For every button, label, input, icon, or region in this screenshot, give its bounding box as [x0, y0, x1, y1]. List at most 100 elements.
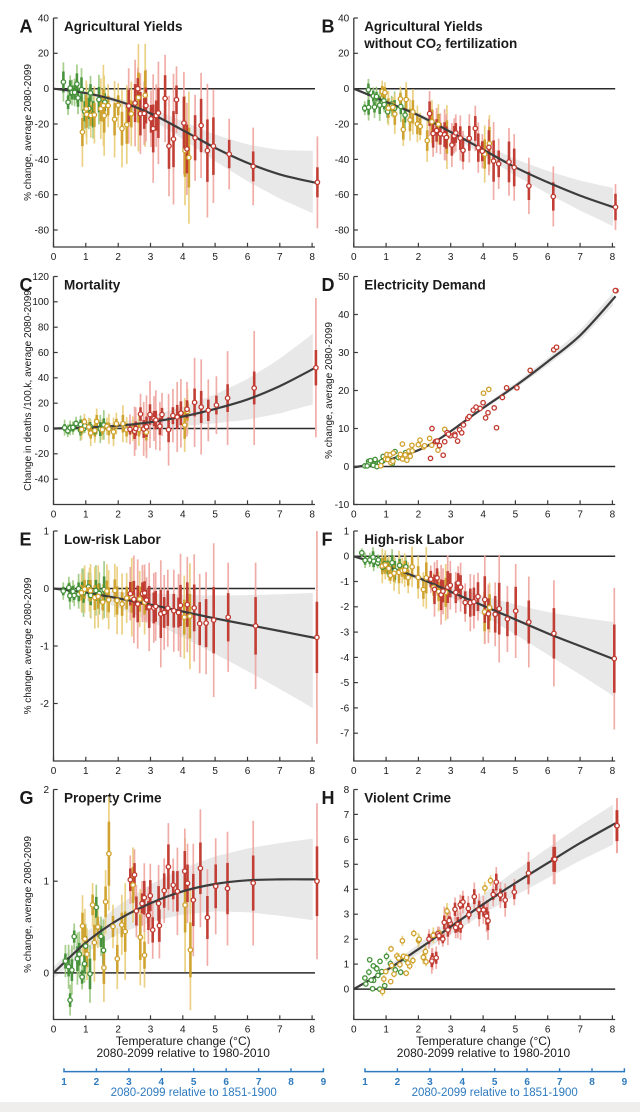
svg-text:20: 20 — [338, 386, 350, 397]
svg-text:A: A — [20, 17, 33, 37]
svg-text:5: 5 — [513, 252, 519, 263]
svg-text:Temperature change (°C): Temperature change (°C) — [116, 1034, 251, 1048]
svg-text:% change, average 2080-2099: % change, average 2080-2099 — [23, 836, 34, 973]
svg-text:100: 100 — [32, 297, 49, 308]
svg-text:6: 6 — [524, 1077, 530, 1088]
svg-text:-40: -40 — [335, 155, 350, 166]
svg-text:4: 4 — [460, 1077, 466, 1088]
svg-text:2: 2 — [115, 766, 121, 777]
svg-text:3: 3 — [448, 509, 454, 520]
svg-text:8: 8 — [344, 785, 350, 796]
svg-text:5: 5 — [513, 509, 519, 520]
svg-text:8: 8 — [589, 1077, 595, 1088]
svg-text:6: 6 — [545, 1024, 551, 1035]
svg-text:Agricultural Yields: Agricultural Yields — [364, 19, 483, 34]
svg-text:0: 0 — [51, 766, 57, 777]
svg-text:2: 2 — [94, 1077, 100, 1088]
svg-text:1: 1 — [383, 766, 389, 777]
svg-text:0: 0 — [344, 552, 350, 563]
svg-text:5: 5 — [212, 1024, 218, 1035]
svg-text:-6: -6 — [340, 703, 349, 714]
svg-text:20: 20 — [38, 49, 50, 60]
svg-text:-1: -1 — [40, 641, 49, 652]
svg-text:6: 6 — [344, 835, 350, 846]
svg-text:3: 3 — [148, 252, 154, 263]
svg-text:0: 0 — [351, 1024, 357, 1035]
svg-text:-3: -3 — [340, 628, 349, 639]
svg-text:8: 8 — [610, 1024, 616, 1035]
svg-text:E: E — [20, 530, 32, 550]
svg-text:4: 4 — [159, 1077, 165, 1088]
svg-text:4: 4 — [180, 509, 186, 520]
svg-text:6: 6 — [245, 252, 251, 263]
svg-text:7: 7 — [577, 252, 583, 263]
svg-text:0: 0 — [43, 584, 49, 595]
svg-text:8: 8 — [288, 1077, 294, 1088]
svg-text:40: 40 — [38, 13, 50, 24]
svg-text:2: 2 — [115, 1024, 121, 1035]
svg-text:3: 3 — [344, 910, 350, 921]
svg-text:20: 20 — [38, 399, 50, 410]
svg-text:-80: -80 — [335, 225, 350, 236]
svg-text:F: F — [322, 530, 333, 550]
svg-text:7: 7 — [577, 1024, 583, 1035]
svg-text:5: 5 — [212, 766, 218, 777]
svg-text:7: 7 — [557, 1077, 563, 1088]
svg-text:-2: -2 — [40, 699, 49, 710]
svg-text:5: 5 — [212, 509, 218, 520]
svg-text:B: B — [322, 17, 335, 37]
svg-text:G: G — [20, 788, 34, 808]
svg-text:10: 10 — [338, 424, 350, 435]
svg-text:2080-2099 relative to 1980-201: 2080-2099 relative to 1980-2010 — [96, 1046, 270, 1060]
svg-text:7: 7 — [577, 766, 583, 777]
svg-text:Temperature change (°C): Temperature change (°C) — [416, 1034, 551, 1048]
svg-text:1: 1 — [83, 1024, 89, 1035]
svg-text:5: 5 — [492, 1077, 498, 1088]
svg-text:0: 0 — [51, 252, 57, 263]
svg-text:2: 2 — [416, 1024, 422, 1035]
svg-text:1: 1 — [43, 526, 49, 537]
svg-text:30: 30 — [338, 348, 350, 359]
svg-text:0: 0 — [344, 462, 350, 473]
svg-text:3: 3 — [126, 1077, 132, 1088]
svg-text:8: 8 — [610, 252, 616, 263]
svg-text:4: 4 — [480, 252, 486, 263]
svg-text:1: 1 — [383, 509, 389, 520]
svg-text:5: 5 — [513, 1024, 519, 1035]
svg-text:7: 7 — [277, 509, 283, 520]
svg-text:1: 1 — [61, 1077, 67, 1088]
svg-text:3: 3 — [427, 1077, 433, 1088]
svg-text:4: 4 — [344, 885, 350, 896]
svg-text:-5: -5 — [340, 678, 349, 689]
svg-text:7: 7 — [256, 1077, 262, 1088]
svg-text:3: 3 — [148, 766, 154, 777]
svg-text:5: 5 — [344, 860, 350, 871]
svg-text:without CO2 fertilization: without CO2 fertilization — [363, 36, 517, 54]
svg-text:% change, average 2080-2099: % change, average 2080-2099 — [23, 577, 34, 714]
svg-text:-40: -40 — [35, 155, 50, 166]
svg-text:Mortality: Mortality — [64, 278, 121, 293]
svg-text:4: 4 — [180, 766, 186, 777]
svg-text:% change, average 2080-2099: % change, average 2080-2099 — [23, 64, 34, 201]
svg-text:-80: -80 — [35, 225, 50, 236]
svg-text:-7: -7 — [340, 729, 349, 740]
svg-text:Change in deaths /100,k, avera: Change in deaths /100,k, average 2080-20… — [23, 290, 34, 491]
svg-text:5: 5 — [513, 766, 519, 777]
svg-text:4: 4 — [480, 766, 486, 777]
svg-text:7: 7 — [277, 766, 283, 777]
svg-text:4: 4 — [480, 1024, 486, 1035]
svg-text:2: 2 — [43, 785, 49, 796]
svg-text:1: 1 — [383, 1024, 389, 1035]
svg-text:2: 2 — [115, 509, 121, 520]
svg-text:0: 0 — [351, 509, 357, 520]
svg-text:7: 7 — [277, 252, 283, 263]
svg-text:1: 1 — [344, 526, 350, 537]
svg-text:0: 0 — [51, 509, 57, 520]
svg-text:2: 2 — [395, 1077, 401, 1088]
svg-text:D: D — [322, 275, 335, 295]
svg-text:2: 2 — [416, 766, 422, 777]
svg-text:8: 8 — [309, 766, 315, 777]
svg-text:1: 1 — [83, 252, 89, 263]
svg-text:1: 1 — [383, 252, 389, 263]
svg-text:1: 1 — [43, 877, 49, 888]
